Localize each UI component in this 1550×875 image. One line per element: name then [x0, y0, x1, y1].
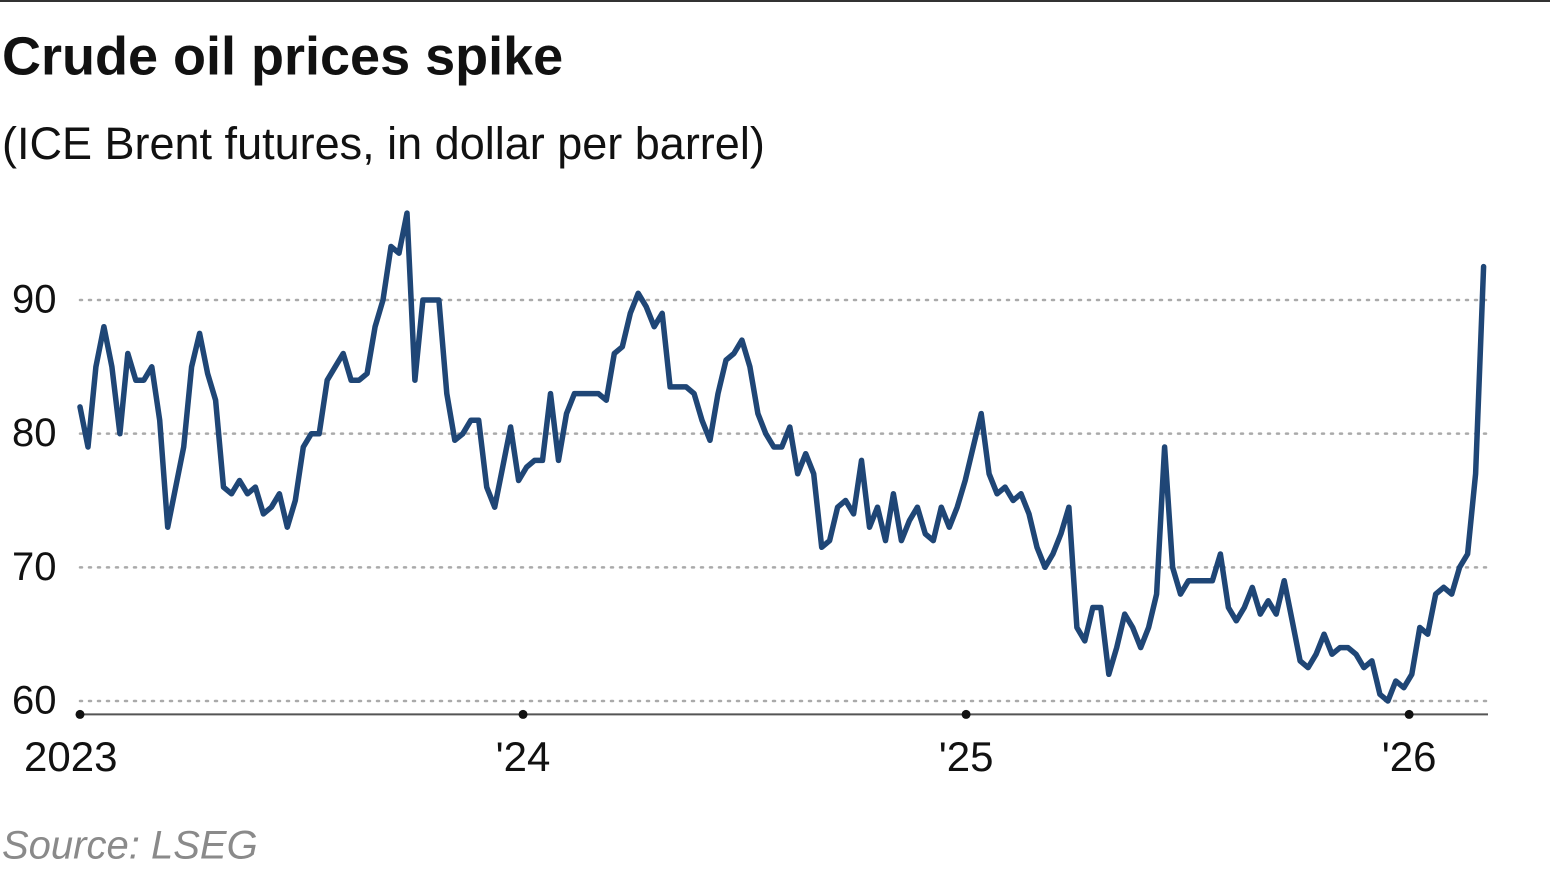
price-line: [77, 210, 1487, 704]
x-tick-dot: [75, 709, 85, 719]
x-tick-dot: [518, 709, 528, 719]
chart-title: Crude oil prices spike: [2, 26, 563, 86]
source-note: Source: LSEG: [2, 824, 258, 868]
y-tick-label: 60: [12, 679, 57, 723]
x-tick-label: '24: [496, 733, 551, 780]
x-tick-label: 2023: [24, 733, 117, 780]
y-tick-label: 90: [12, 278, 57, 322]
x-tick-label: '25: [939, 733, 994, 780]
chart-subtitle: (ICE Brent futures, in dollar per barrel…: [2, 118, 765, 169]
x-tick-dot: [1404, 709, 1414, 719]
y-tick-label: 70: [12, 545, 57, 589]
x-tick-label: '26: [1382, 733, 1437, 780]
x-tick-dot: [961, 709, 971, 719]
y-tick-label: 80: [12, 411, 57, 455]
